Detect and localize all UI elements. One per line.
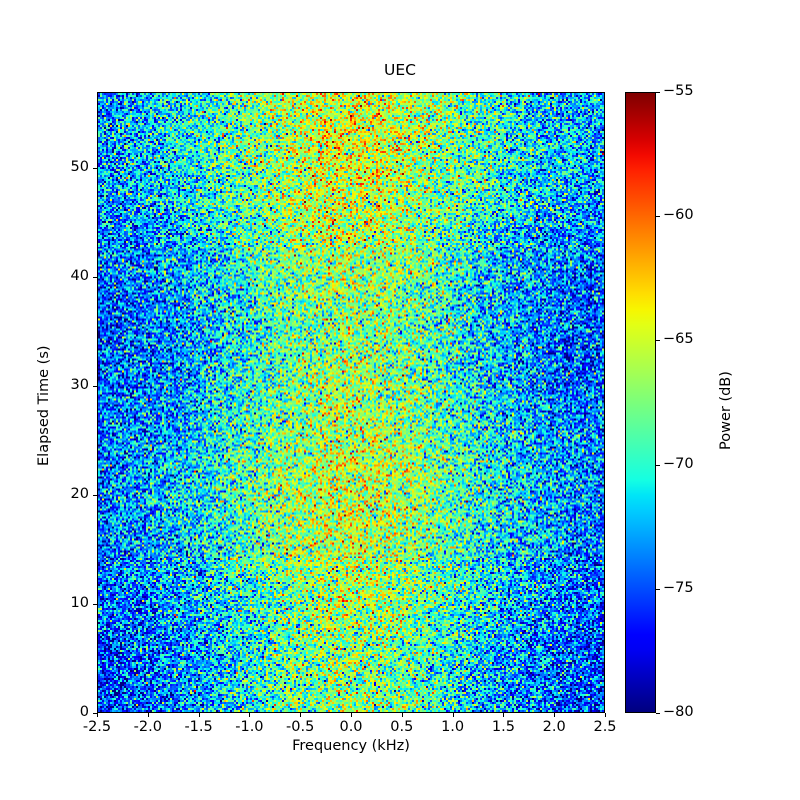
colorbar-tick-mark xyxy=(656,216,660,218)
x-tick-mark xyxy=(605,713,606,717)
x-tick-label: -1.0 xyxy=(235,719,264,735)
x-tick-label: 2.5 xyxy=(593,719,617,735)
x-tick-label: 1.0 xyxy=(441,719,465,735)
x-tick-mark xyxy=(198,713,200,717)
y-tick-mark xyxy=(93,277,97,279)
colorbar-tick-mark xyxy=(656,588,660,590)
y-tick-label: 20 xyxy=(70,486,89,503)
colorbar-tick-label: −65 xyxy=(663,331,694,348)
colorbar-tick-mark xyxy=(656,340,660,342)
title-line-station: UEC xyxy=(384,61,416,79)
spectrogram-image xyxy=(98,93,604,712)
x-tick-label: 0.0 xyxy=(339,719,363,735)
x-tick-mark xyxy=(147,713,149,717)
y-tick-mark xyxy=(93,604,97,606)
x-tick-mark xyxy=(249,713,251,717)
colorbar-tick-mark xyxy=(656,713,660,714)
y-tick-label: 30 xyxy=(70,377,89,394)
y-tick-mark xyxy=(93,495,97,497)
x-tick-label: -1.5 xyxy=(184,719,213,735)
colorbar-tick-mark xyxy=(656,92,660,93)
colorbar-tick-label: −80 xyxy=(663,704,694,720)
colorbar-tick-label: −75 xyxy=(663,579,694,596)
x-tick-mark xyxy=(503,713,505,717)
x-tick-mark xyxy=(452,713,454,717)
x-tick-label: 2.0 xyxy=(542,719,566,735)
y-tick-mark xyxy=(93,386,97,388)
x-tick-mark xyxy=(351,713,352,717)
colorbar-label: Power (dB) xyxy=(718,371,734,450)
x-tick-label: 1.5 xyxy=(491,719,515,735)
x-tick-mark xyxy=(97,713,98,717)
x-tick-label: -2.0 xyxy=(133,719,162,735)
colorbar-tick-mark xyxy=(656,464,660,466)
y-axis-label: Elapsed Time (s) xyxy=(36,345,52,466)
colorbar-tick-label: −60 xyxy=(663,207,694,224)
x-tick-mark xyxy=(300,713,302,717)
y-tick-label: 50 xyxy=(70,159,89,176)
x-tick-label: -0.5 xyxy=(286,719,315,735)
x-tick-mark xyxy=(554,713,556,717)
y-tick-label: 10 xyxy=(70,595,89,612)
colorbar xyxy=(625,92,656,713)
x-tick-label: 0.5 xyxy=(390,719,414,735)
x-axis-label: Frequency (kHz) xyxy=(292,738,410,754)
colorbar-tick-label: −70 xyxy=(663,455,694,472)
colorbar-gradient xyxy=(626,93,655,712)
colorbar-tick-label: −55 xyxy=(663,83,694,99)
spectrogram-plot-area xyxy=(97,92,605,713)
y-tick-mark xyxy=(93,168,97,170)
y-tick-mark xyxy=(93,713,97,714)
x-tick-mark xyxy=(401,713,403,717)
y-tick-label: 0 xyxy=(79,704,89,720)
x-tick-label: -2.5 xyxy=(82,719,112,735)
y-tick-label: 40 xyxy=(70,268,89,285)
